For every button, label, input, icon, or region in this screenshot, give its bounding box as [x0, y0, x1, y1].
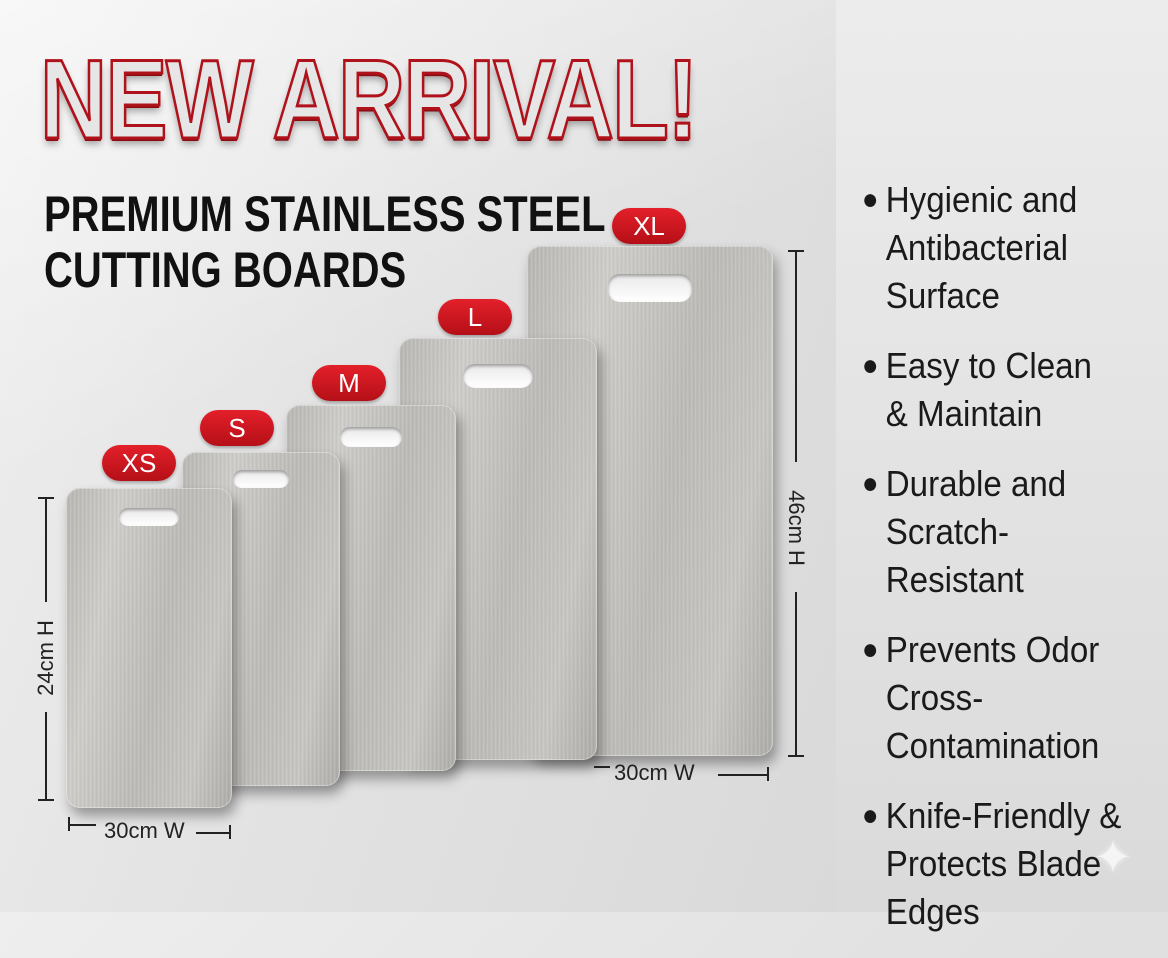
size-badge-s: S: [200, 410, 274, 446]
board-l-handle: [463, 364, 533, 388]
xl-height-line-bottom: [795, 592, 797, 756]
subheadline: PREMIUM STAINLESS STEEL CUTTING BOARDS: [44, 186, 606, 298]
size-badge-m: M: [312, 365, 386, 401]
feature-line: Contamination: [885, 725, 1100, 766]
xl-width-line-left: [594, 766, 610, 768]
height-line-bottom: [45, 712, 47, 800]
feature-item: ● Durable and Scratch-Resistant: [860, 460, 1136, 604]
width-cap-left: [68, 817, 70, 831]
feature-line: Easy to Clean: [885, 345, 1092, 386]
xl-width-cap-right: [767, 767, 769, 781]
large-width-label: 30cm W: [614, 760, 695, 785]
board-m-handle: [340, 427, 402, 447]
subheadline-line1: PREMIUM STAINLESS STEEL: [44, 186, 606, 242]
feature-item: ● Hygienic and Antibacterial Surface: [860, 176, 1136, 320]
feature-line: Cross-: [885, 677, 984, 718]
large-height-label: 46cm H: [784, 490, 809, 566]
xl-height-cap-bottom: [788, 755, 804, 757]
bullet-icon: ●: [861, 633, 879, 666]
width-cap-right: [229, 825, 231, 839]
headline: NEW ARRIVAL!: [39, 37, 700, 162]
feature-line: & Maintain: [885, 393, 1043, 434]
size-badge-xs: XS: [102, 445, 176, 481]
xl-height-line-top: [795, 250, 797, 462]
size-badge-xl: XL: [612, 208, 686, 244]
feature-item: ● Easy to Clean & Maintain: [860, 342, 1136, 438]
board-s-handle: [233, 470, 289, 488]
features-panel: [836, 0, 1168, 912]
feature-line: Prevents Odor: [885, 629, 1100, 670]
height-cap-top: [38, 497, 54, 499]
feature-line: Antibacterial: [885, 227, 1069, 268]
feature-list: ● Hygienic and Antibacterial Surface ● E…: [860, 176, 1160, 958]
feature-line: Durable and: [885, 463, 1067, 504]
board-xs-handle: [119, 508, 179, 526]
sparkle-icon: ✦: [1093, 831, 1133, 883]
feature-line: Hygienic and: [885, 179, 1078, 220]
feature-item: ● Prevents Odor Cross- Contamination: [860, 626, 1136, 770]
feature-line: Surface: [885, 275, 1000, 316]
feature-item: ● Knife-Friendly & Protects Blade Edges: [860, 792, 1136, 936]
xl-width-line-right: [718, 774, 768, 776]
small-width-label: 30cm W: [104, 818, 185, 843]
size-badge-l: L: [438, 299, 512, 335]
feature-line: Protects Blade: [885, 843, 1102, 884]
subheadline-line2: CUTTING BOARDS: [44, 242, 407, 298]
board-xs: [66, 488, 232, 808]
small-height-label: 24cm H: [33, 620, 58, 696]
bullet-icon: ●: [861, 349, 879, 382]
feature-line: Scratch-Resistant: [885, 511, 1024, 600]
width-line-right: [196, 832, 230, 834]
width-line-left: [68, 824, 96, 826]
xl-height-cap-top: [788, 250, 804, 252]
bullet-icon: ●: [861, 467, 879, 500]
feature-line: Knife-Friendly &: [885, 795, 1122, 836]
bullet-icon: ●: [861, 799, 879, 832]
height-cap-bottom: [38, 799, 54, 801]
board-xl-handle: [608, 274, 692, 302]
bullet-icon: ●: [861, 183, 879, 216]
height-line-top: [45, 497, 47, 602]
